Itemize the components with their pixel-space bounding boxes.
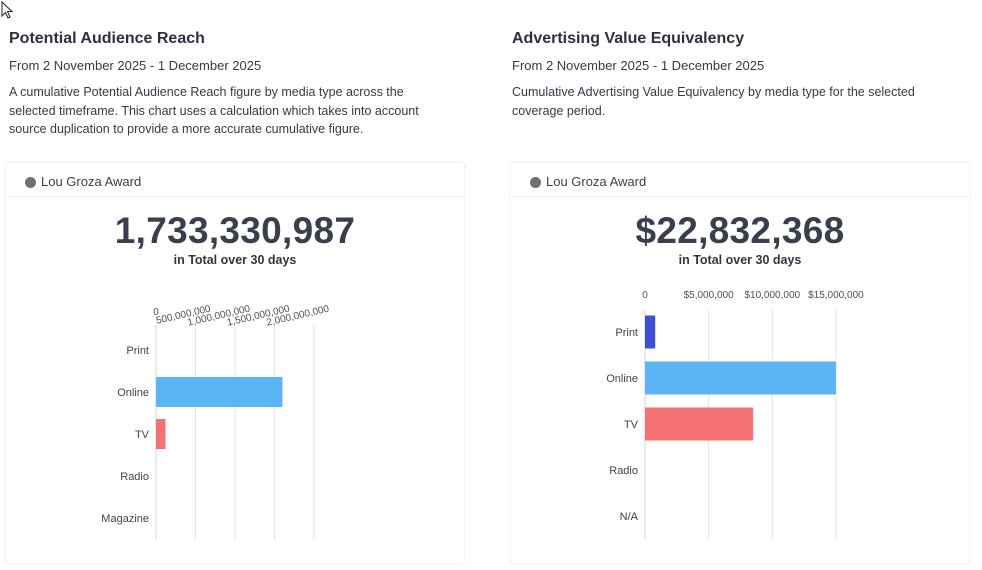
- x-tick-label: $15,000,000: [808, 290, 864, 301]
- bar-print[interactable]: [645, 315, 656, 349]
- total-caption: in Total over 30 days: [173, 253, 297, 267]
- total-value: $22,832,368: [635, 210, 845, 251]
- category-label: Online: [117, 387, 149, 399]
- legend-label[interactable]: Lou Groza Award: [546, 174, 647, 189]
- x-tick-label: $10,000,000: [744, 290, 800, 301]
- audience-reach-bar-chart: 0500,000,0001,000,000,0001,500,000,0002,…: [101, 304, 331, 540]
- x-tick-label: 0: [642, 290, 648, 301]
- card-legend: Lou Groza Award: [511, 163, 969, 197]
- bar-online[interactable]: [645, 361, 836, 395]
- category-label: TV: [624, 419, 639, 431]
- category-label: Radio: [609, 465, 638, 477]
- date-range: From 2 November 2025 - 1 December 2025: [512, 58, 765, 73]
- panel-title: Advertising Value Equivalency: [512, 30, 745, 47]
- total-value: 1,733,330,987: [114, 210, 356, 251]
- x-tick-label: $5,000,000: [684, 290, 734, 301]
- ave-bar-chart: 0 $5,000,000 $10,000,000 $15,000,000 Print On…: [606, 290, 864, 540]
- category-label: TV: [135, 429, 150, 441]
- legend-dot-icon: [25, 177, 36, 188]
- category-label: N/A: [620, 511, 639, 523]
- date-range: From 2 November 2025 - 1 December 2025: [9, 58, 262, 73]
- x-tick-label: 0: [153, 307, 159, 318]
- bar-online[interactable]: [156, 377, 283, 407]
- panel-title: Potential Audience Reach: [9, 30, 205, 47]
- legend-dot-icon: [530, 177, 541, 188]
- panel-description: Cumulative Advertising Value Equivalency…: [512, 85, 915, 118]
- card-legend: Lou Groza Award: [6, 163, 464, 197]
- ave-card: Lou Groza Award $22,832,368 in Total ove…: [511, 163, 969, 563]
- bar-tv[interactable]: [645, 407, 754, 441]
- bar-tv[interactable]: [156, 419, 166, 449]
- category-label: Online: [606, 373, 638, 385]
- legend-label[interactable]: Lou Groza Award: [41, 174, 142, 189]
- category-label: Print: [615, 327, 638, 339]
- category-label: Print: [126, 345, 149, 357]
- category-label: Magazine: [101, 513, 149, 525]
- total-caption: in Total over 30 days: [678, 253, 802, 267]
- category-label: Radio: [120, 471, 149, 483]
- audience-reach-card: Lou Groza Award 1,733,330,987 in Total o…: [6, 163, 464, 563]
- panel-description: A cumulative Potential Audience Reach fi…: [9, 85, 419, 136]
- mouse-cursor-icon: [1, 1, 13, 19]
